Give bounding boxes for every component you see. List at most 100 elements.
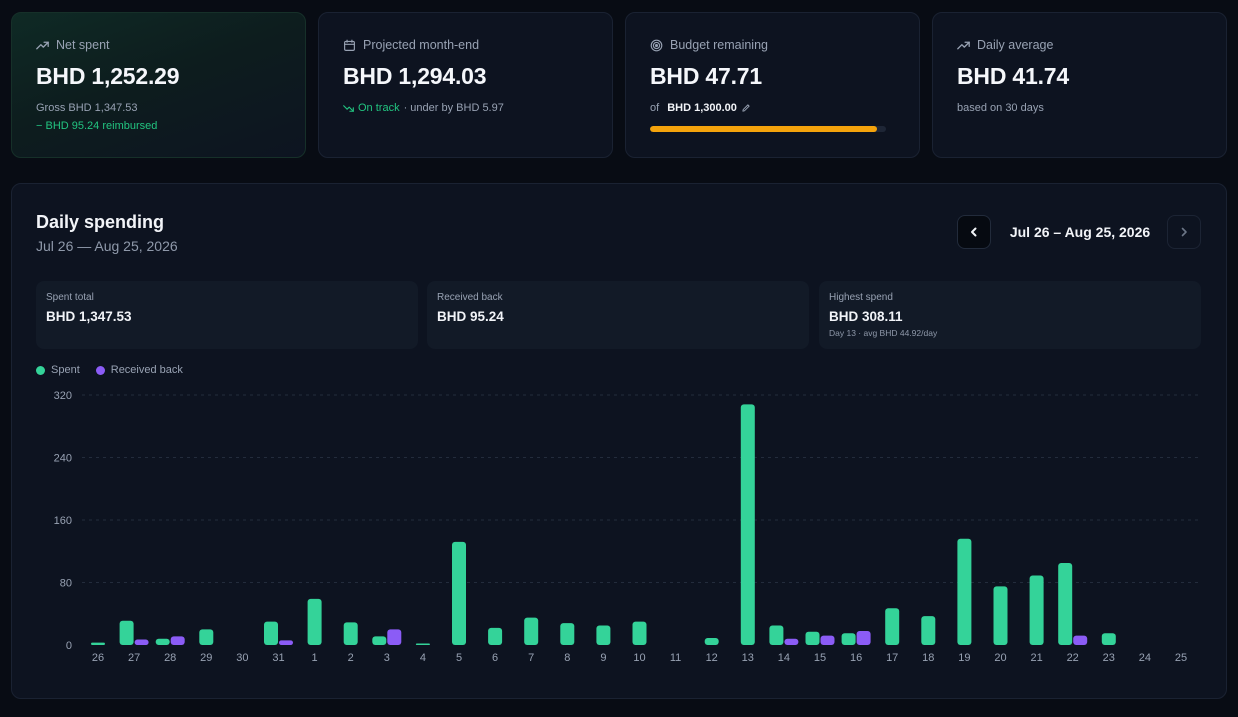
projected-header: Projected month-end xyxy=(343,37,588,53)
y-tick-label: 160 xyxy=(54,515,72,527)
panel-title: Daily spending xyxy=(36,212,165,232)
spent-bar-29 xyxy=(199,629,214,645)
x-tick-label: 4 xyxy=(420,652,426,664)
y-tick-label: 240 xyxy=(54,453,72,465)
legend-received[interactable]: Received back xyxy=(95,364,183,376)
spent-bar-6 xyxy=(488,627,503,645)
x-tick-label: 28 xyxy=(164,652,176,664)
spent-bar-13 xyxy=(740,404,755,645)
net-spent-value: BHD 1,252.29 xyxy=(36,63,180,89)
spent-bar-19 xyxy=(957,538,972,645)
previous-period-button[interactable] xyxy=(957,215,991,249)
spent-total-stat: Spent total BHD 1,347.53 xyxy=(36,281,418,349)
received-bar-22 xyxy=(1073,635,1088,645)
target-icon xyxy=(650,39,663,51)
x-tick-label: 6 xyxy=(492,652,498,664)
x-tick-label: 1 xyxy=(312,652,318,664)
received-bar-28 xyxy=(170,636,185,645)
legend-spent-label: Spent xyxy=(51,364,80,376)
x-tick-label: 27 xyxy=(128,652,140,664)
budget-card: Budget remaining BHD 47.71 of BHD 1,300.… xyxy=(625,12,920,158)
received-back-value: BHD 95.24 xyxy=(437,309,504,324)
spent-bar-7 xyxy=(524,617,539,645)
highest-spend-note: Day 13 · avg BHD 44.92/day xyxy=(829,328,938,338)
panel-subtitle: Jul 26 — Aug 25, 2026 xyxy=(36,238,178,254)
chevron-right-icon xyxy=(1181,227,1187,237)
budget-progress-fill xyxy=(650,126,878,132)
x-tick-label: 20 xyxy=(994,652,1006,664)
budget-total[interactable]: BHD 1,300.00 xyxy=(667,102,737,114)
x-tick-label: 14 xyxy=(778,652,790,664)
spent-bar-1 xyxy=(307,598,322,645)
spent-bar-2 xyxy=(343,622,358,645)
budget-of-label: of xyxy=(650,102,660,114)
projected-status-row: On track · under by BHD 5.97 xyxy=(343,102,588,114)
x-tick-label: 25 xyxy=(1175,652,1187,664)
highest-spend-stat: Highest spend BHD 308.11 Day 13 · avg BH… xyxy=(819,281,1201,349)
spent-bar-3 xyxy=(372,636,387,645)
spent-bar-10 xyxy=(632,621,647,645)
net-spent-card: Net spent BHD 1,252.29 Gross BHD 1,347.5… xyxy=(11,12,306,158)
projected-label: Projected month-end xyxy=(363,38,480,52)
spent-bar-8 xyxy=(560,623,575,645)
spent-total-label: Spent total xyxy=(46,292,94,303)
x-tick-label: 19 xyxy=(958,652,970,664)
x-tick-label: 30 xyxy=(236,652,248,664)
budget-label: Budget remaining xyxy=(670,38,768,52)
daily-average-label: Daily average xyxy=(977,38,1054,52)
date-range-label: Jul 26 – Aug 25, 2026 xyxy=(1009,224,1151,240)
received-bar-3 xyxy=(387,629,402,645)
spent-bar-18 xyxy=(921,616,936,645)
chevron-left-icon xyxy=(971,227,977,237)
spent-bar-5 xyxy=(452,541,466,645)
spent-bar-4 xyxy=(415,643,430,645)
x-tick-label: 29 xyxy=(200,652,212,664)
spent-bar-23 xyxy=(1101,633,1116,645)
x-tick-label: 26 xyxy=(92,652,104,664)
trending-up-icon xyxy=(957,41,970,49)
trending-down-icon xyxy=(343,104,354,112)
x-tick-label: 23 xyxy=(1103,652,1115,664)
x-tick-label: 13 xyxy=(742,652,754,664)
daily-average-value: BHD 41.74 xyxy=(957,63,1069,89)
calendar-icon xyxy=(344,39,355,51)
x-tick-label: 15 xyxy=(814,652,826,664)
x-tick-label: 3 xyxy=(384,652,390,664)
legend-spent[interactable]: Spent xyxy=(36,364,80,376)
y-tick-label: 0 xyxy=(66,640,72,652)
budget-total-row: of BHD 1,300.00 xyxy=(650,102,895,114)
received-bar-31 xyxy=(279,640,293,645)
x-tick-label: 7 xyxy=(528,652,534,664)
x-tick-label: 5 xyxy=(456,652,462,664)
spent-bar-27 xyxy=(119,620,134,645)
y-tick-label: 320 xyxy=(54,390,72,402)
received-back-stat: Received back BHD 95.24 xyxy=(427,281,809,349)
spent-bar-14 xyxy=(769,625,784,645)
spent-bar-9 xyxy=(596,625,611,645)
x-tick-label: 21 xyxy=(1030,652,1042,664)
x-tick-label: 10 xyxy=(633,652,645,664)
next-period-button[interactable] xyxy=(1167,215,1201,249)
daily-average-card: Daily average BHD 41.74 based on 30 days xyxy=(932,12,1227,158)
budget-progress-bar xyxy=(650,126,886,132)
spent-bar-17 xyxy=(885,608,900,645)
trending-up-icon xyxy=(36,41,49,49)
spent-total-value: BHD 1,347.53 xyxy=(46,309,132,324)
received-bar-15 xyxy=(820,635,835,645)
spent-bar-26 xyxy=(91,642,105,645)
received-bar-14 xyxy=(784,638,799,645)
reimbursed-amount: − BHD 95.24 reimbursed xyxy=(36,120,158,132)
x-tick-label: 11 xyxy=(670,652,681,664)
x-tick-label: 17 xyxy=(886,652,898,664)
x-tick-label: 31 xyxy=(272,652,284,664)
x-tick-label: 18 xyxy=(922,652,934,664)
projected-value: BHD 1,294.03 xyxy=(343,63,487,89)
x-tick-label: 2 xyxy=(348,652,354,664)
chart-legend: Spent Received back xyxy=(36,364,183,376)
on-track-status: On track xyxy=(358,102,400,114)
x-tick-label: 12 xyxy=(706,652,718,664)
projected-note: · under by BHD 5.97 xyxy=(403,102,504,114)
legend-spent-dot xyxy=(36,365,45,375)
highest-spend-value: BHD 308.11 xyxy=(829,309,903,324)
pencil-icon[interactable] xyxy=(741,103,751,113)
